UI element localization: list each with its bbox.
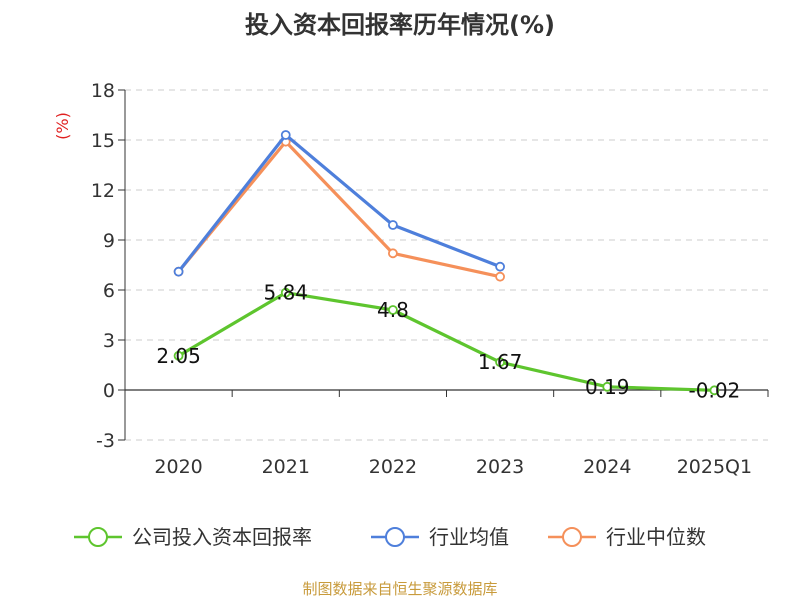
data-point — [495, 271, 505, 282]
y-tick-label: 18 — [91, 80, 115, 102]
series-line-0 — [176, 291, 717, 392]
data-point — [388, 220, 398, 230]
legend-marker — [88, 527, 108, 547]
data-label: 5.84 — [263, 281, 308, 305]
data-point — [280, 130, 291, 140]
series — [173, 130, 720, 396]
y-tick-label: 15 — [91, 130, 115, 152]
data-point — [495, 357, 505, 368]
y-tick-label: 6 — [103, 280, 115, 302]
axes: -3 0 3 6 9 12 15 18 2020 2021 2022 2023 2024 2025Q1 — [91, 80, 769, 478]
series-line-2 — [176, 140, 502, 279]
data-point — [495, 261, 505, 272]
data-label: 0.19 — [585, 375, 630, 399]
legend-marker — [385, 527, 405, 547]
y-tick-label: 9 — [103, 230, 115, 252]
data-labels: 2.05 5.84 4.8 1.67 0.19 -0.02 — [156, 281, 740, 403]
x-tick-label: 2021 — [262, 456, 310, 478]
y-tick-label: 12 — [91, 180, 115, 202]
y-tick-label: 3 — [103, 330, 115, 352]
data-label: -0.02 — [689, 378, 741, 402]
data-label: 4.8 — [377, 298, 409, 322]
y-tick-label: -3 — [96, 430, 115, 452]
x-tick-label: 2022 — [369, 456, 417, 478]
data-point — [280, 287, 291, 298]
data-point — [173, 350, 184, 361]
y-axis-label: (%) — [53, 112, 72, 140]
legend-marker — [562, 527, 582, 547]
x-tick-label: 2024 — [583, 456, 631, 478]
data-label: 2.05 — [156, 344, 201, 368]
x-tick-label: 2020 — [154, 456, 202, 478]
legend: 公司投入资本回报率 行业均值 行业中位数 — [74, 525, 706, 549]
y-tick-label: 0 — [103, 380, 115, 402]
x-tick-label: 2023 — [476, 456, 524, 478]
legend-entry: 行业均值 — [429, 525, 509, 549]
data-point — [173, 266, 184, 277]
x-tick-label: 2025Q1 — [677, 456, 752, 478]
data-point — [602, 381, 613, 392]
legend-entry: 公司投入资本回报率 — [132, 525, 312, 549]
data-point — [388, 305, 398, 315]
chart-title: 投入资本回报率历年情况(%) — [245, 11, 555, 39]
data-point — [388, 248, 398, 259]
series-line-1 — [176, 133, 502, 274]
source-note: 制图数据来自恒生聚源数据库 — [302, 580, 497, 598]
data-point — [709, 385, 720, 396]
data-label: 1.67 — [478, 350, 523, 374]
gridlines — [125, 89, 768, 441]
legend-entry: 行业中位数 — [606, 525, 706, 549]
